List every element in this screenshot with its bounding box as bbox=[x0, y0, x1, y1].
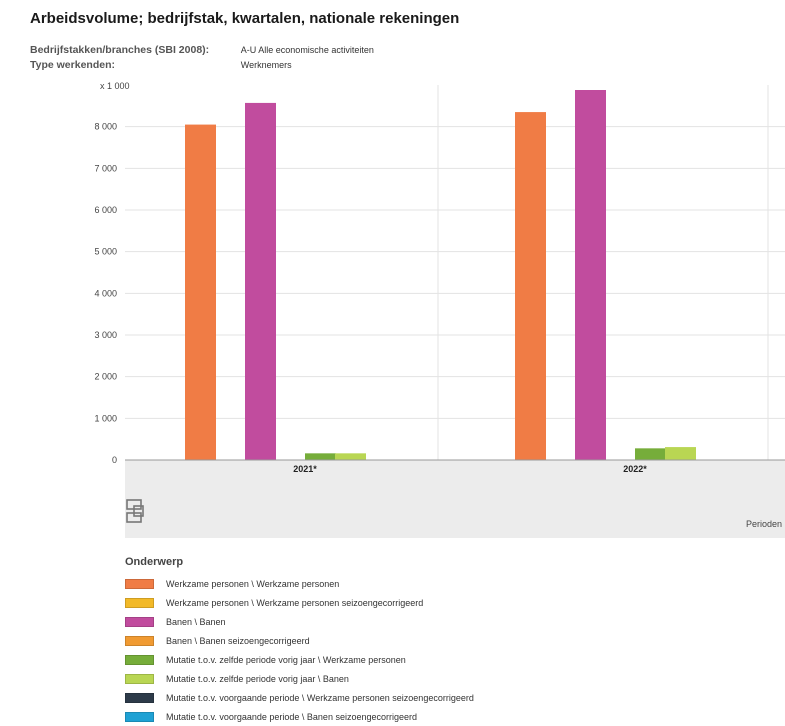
legend-swatch bbox=[125, 711, 154, 722]
legend-swatch bbox=[125, 597, 154, 608]
bar-chart: 0 1 000 2 000 3 000 4 000 5 000 6 000 7 000 8 00… bbox=[94, 81, 785, 538]
y-axis-label: x 1 000 bbox=[100, 81, 130, 91]
y-tick-label: 6 000 bbox=[94, 205, 117, 215]
legend-item: Banen \ Banen seizoengecorrigeerd bbox=[125, 631, 474, 650]
legend-label: Mutatie t.o.v. zelfde periode vorig jaar… bbox=[166, 673, 349, 684]
bar-1 bbox=[185, 124, 216, 461]
bar-3 bbox=[575, 90, 606, 460]
legend-label: Banen \ Banen seizoengecorrigeerd bbox=[166, 635, 310, 646]
legend-label: Mutatie t.o.v. voorgaande periode \ Werk… bbox=[166, 692, 474, 703]
legend-swatch bbox=[125, 654, 154, 665]
legend-swatch bbox=[125, 673, 154, 684]
bar-6 bbox=[335, 453, 366, 460]
y-tick-label: 4 000 bbox=[94, 288, 117, 298]
legend-item: Banen \ Banen bbox=[125, 612, 474, 631]
legend-label: Werkzame personen \ Werkzame personen se… bbox=[166, 597, 424, 608]
y-tick-label: 1 000 bbox=[94, 413, 117, 423]
y-tick-label: 3 000 bbox=[94, 330, 117, 340]
meta-row-branch: Bedrijfstakken/branches (SBI 2008): A-U … bbox=[30, 44, 374, 56]
legend: Onderwerp Werkzame personen \ Werkzame p… bbox=[125, 556, 474, 726]
chart-footer-band bbox=[125, 460, 785, 538]
legend-swatch bbox=[125, 578, 154, 589]
legend-item: Mutatie t.o.v. voorgaande periode \ Werk… bbox=[125, 688, 474, 707]
bar-6 bbox=[665, 447, 696, 460]
legend-label: Banen \ Banen bbox=[166, 616, 226, 627]
legend-label: Werkzame personen \ Werkzame personen bbox=[166, 578, 340, 589]
bar-1 bbox=[515, 112, 546, 461]
meta-label-type: Type werkenden: bbox=[30, 59, 115, 71]
page-title: Arbeidsvolume; bedrijfstak, kwartalen, n… bbox=[30, 10, 460, 27]
meta-value-branch: A-U Alle economische activiteiten bbox=[240, 45, 374, 55]
bar-5 bbox=[305, 453, 336, 460]
meta-label-branch: Bedrijfstakken/branches (SBI 2008): bbox=[30, 44, 210, 56]
y-tick-label: 8 000 bbox=[94, 122, 117, 132]
meta-value-type: Werknemers bbox=[240, 60, 292, 70]
legend-items: Werkzame personen \ Werkzame personen Wer… bbox=[125, 574, 474, 726]
legend-item: Mutatie t.o.v. voorgaande periode \ Bane… bbox=[125, 707, 474, 726]
cbs-logo-icon bbox=[126, 499, 144, 523]
legend-label: Mutatie t.o.v. zelfde periode vorig jaar… bbox=[166, 654, 406, 665]
y-tick-label: 7 000 bbox=[94, 163, 117, 173]
legend-swatch bbox=[125, 692, 154, 703]
meta-row-type: Type werkenden: Werknemers bbox=[30, 59, 292, 71]
legend-item: Werkzame personen \ Werkzame personen bbox=[125, 574, 474, 593]
legend-swatch bbox=[125, 635, 154, 646]
y-tick-label: 2 000 bbox=[94, 372, 117, 382]
y-tick-label: 0 bbox=[112, 455, 117, 465]
legend-title: Onderwerp bbox=[125, 556, 184, 568]
legend-item: Mutatie t.o.v. zelfde periode vorig jaar… bbox=[125, 669, 474, 688]
legend-item: Mutatie t.o.v. zelfde periode vorig jaar… bbox=[125, 650, 474, 669]
bar-3 bbox=[245, 102, 276, 461]
legend-swatch bbox=[125, 616, 154, 627]
legend-item: Werkzame personen \ Werkzame personen se… bbox=[125, 593, 474, 612]
x-tick-label: 2022* bbox=[623, 464, 647, 474]
bar-5 bbox=[635, 448, 666, 460]
x-tick-label: 2021* bbox=[293, 464, 317, 474]
x-axis-label: Perioden bbox=[746, 519, 782, 529]
y-tick-label: 5 000 bbox=[94, 247, 117, 257]
legend-label: Mutatie t.o.v. voorgaande periode \ Bane… bbox=[166, 711, 417, 722]
